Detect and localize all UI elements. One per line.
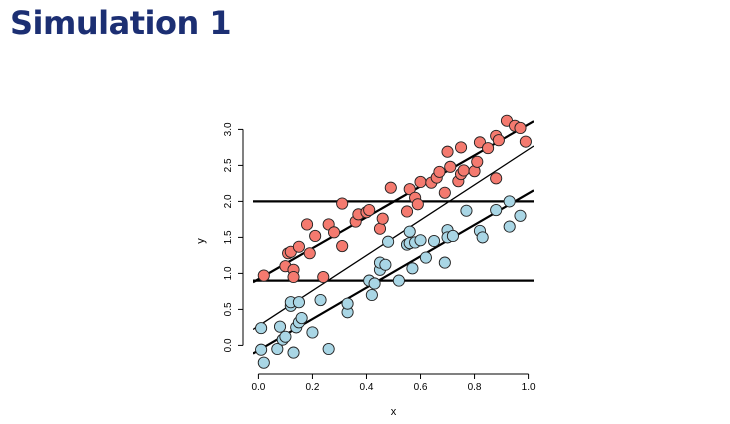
point-s0-7 <box>300 218 314 231</box>
point-s0-35 <box>454 141 468 154</box>
point-s1-32 <box>414 234 427 247</box>
point-s1-39 <box>460 204 473 217</box>
point-s1-0 <box>255 322 268 335</box>
point-s1-3 <box>271 342 284 356</box>
point-s0-23 <box>403 183 416 196</box>
point-s1-15 <box>314 293 327 307</box>
y-axis-label: y <box>195 238 207 244</box>
point-s0-31 <box>441 145 454 158</box>
point-s1-18 <box>341 297 354 310</box>
point-s0-9 <box>309 229 322 243</box>
point-s0-46 <box>514 121 527 135</box>
x-axis-label: x <box>391 406 397 418</box>
point-s1-29 <box>403 225 416 238</box>
point-s1-41 <box>476 231 489 244</box>
point-s1-34 <box>427 234 441 248</box>
point-s0-8 <box>303 247 316 260</box>
point-s0-13 <box>336 239 349 253</box>
y-tick-label-4: 2.0 <box>223 194 234 208</box>
point-s0-47 <box>519 135 532 148</box>
point-s1-42 <box>490 203 503 217</box>
point-s1-1 <box>255 343 268 356</box>
point-s0-29 <box>433 165 446 178</box>
point-s0-32 <box>444 160 457 173</box>
point-s0-40 <box>482 142 495 155</box>
point-s1-4 <box>273 320 287 333</box>
point-s0-12 <box>328 226 341 239</box>
point-s1-38 <box>446 229 459 243</box>
data-points <box>255 114 532 369</box>
point-s1-24 <box>379 258 392 271</box>
point-s1-20 <box>365 288 378 302</box>
point-s1-14 <box>306 326 319 339</box>
x-tick-label-5: 1.0 <box>522 382 536 393</box>
point-s1-26 <box>392 274 405 287</box>
x-tick-label-3: 0.6 <box>414 382 428 393</box>
point-s1-16 <box>322 342 335 356</box>
point-s1-35 <box>438 256 451 269</box>
slide-title: Simulation 1 <box>10 4 232 42</box>
x-tick-label-2: 0.4 <box>360 382 374 393</box>
y-tick-label-1: 0.5 <box>223 302 234 316</box>
point-s1-6 <box>279 330 292 343</box>
point-s1-30 <box>406 262 419 275</box>
point-s0-26 <box>414 175 427 189</box>
point-s1-13 <box>295 311 308 325</box>
point-s0-38 <box>471 155 484 168</box>
point-s0-36 <box>457 164 470 177</box>
point-s1-45 <box>514 209 527 222</box>
point-s0-14 <box>336 197 349 210</box>
point-s0-10 <box>317 270 330 284</box>
y-tick-label-2: 1.0 <box>223 266 234 280</box>
point-s1-9 <box>287 346 300 359</box>
point-s0-6 <box>292 240 305 253</box>
point-s0-25 <box>411 198 424 211</box>
point-s0-5 <box>287 270 300 284</box>
point-s0-22 <box>400 205 414 218</box>
y-tick-label-6: 3.0 <box>223 122 234 136</box>
point-s0-18 <box>363 203 376 217</box>
point-s1-12 <box>292 296 305 309</box>
point-s0-30 <box>438 186 451 199</box>
y-tick-label-3: 1.5 <box>223 230 234 244</box>
point-s0-39 <box>473 136 487 149</box>
point-s1-44 <box>503 220 516 233</box>
point-s1-25 <box>382 235 395 248</box>
x-tick-label-4: 0.8 <box>468 382 482 393</box>
y-tick-label-0: 0.0 <box>223 338 234 352</box>
x-tick-label-1: 0.2 <box>305 382 319 393</box>
x-tick-label-0: 0.0 <box>251 382 265 393</box>
point-s1-2 <box>257 356 270 369</box>
point-s1-43 <box>503 195 516 208</box>
point-s0-0 <box>257 269 270 282</box>
point-s0-21 <box>384 181 397 194</box>
point-s0-43 <box>492 134 505 147</box>
axes: 0.0 0.2 0.4 0.6 0.8 1.0 0.0 0.5 1.0 1.5 2.0 2.5 3.0 <box>223 122 536 393</box>
y-tick-label-5: 2.5 <box>223 158 234 172</box>
point-s0-41 <box>490 172 503 185</box>
point-s0-20 <box>376 212 389 225</box>
point-s1-33 <box>419 251 432 264</box>
point-s0-19 <box>373 222 387 235</box>
point-s1-21 <box>368 277 381 290</box>
